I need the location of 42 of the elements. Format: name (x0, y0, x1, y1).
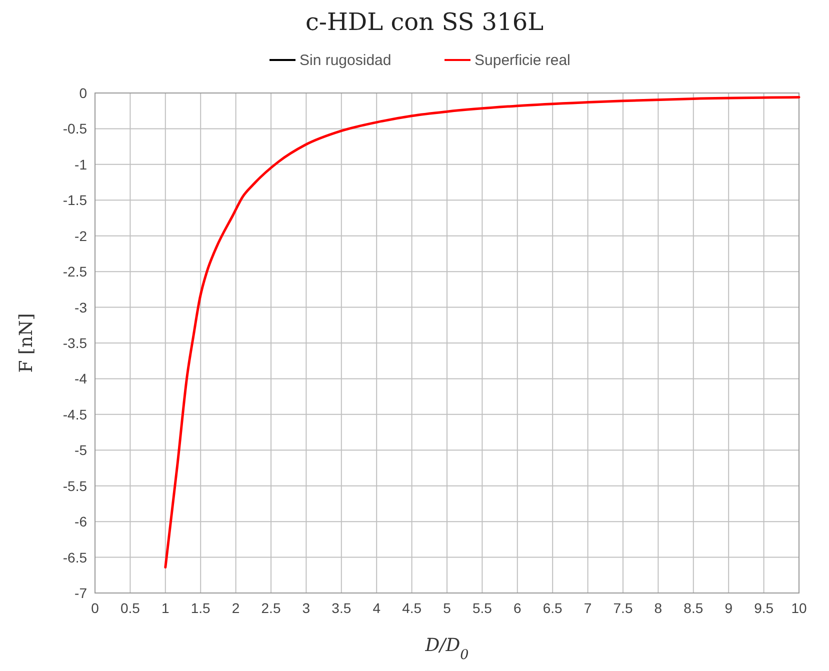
y-tick-label: -3.5 (62, 335, 88, 351)
x-tick-label: 3 (302, 600, 310, 616)
y-tick-label: -5.5 (62, 478, 88, 494)
x-tick-label: 8.5 (684, 600, 704, 616)
y-tick-label: -1 (74, 156, 88, 172)
x-tick-label: 2.5 (261, 600, 281, 616)
y-axis-title: F [nN] (16, 313, 37, 373)
x-tick-label: 4.5 (402, 600, 422, 616)
x-tick-label: 0.5 (120, 600, 140, 616)
x-tick-label: 5.5 (472, 600, 492, 616)
y-tick-label: -2 (74, 228, 88, 244)
y-tick-label: -6 (74, 514, 88, 530)
x-tick-label: 1.5 (190, 600, 211, 616)
y-tick-label: 0 (79, 85, 88, 101)
x-tick-label: 2 (232, 600, 240, 616)
x-tick-label: 8 (654, 600, 662, 616)
y-tick-label: -7 (74, 585, 88, 601)
chart-title: c-HDL con SS 316L (305, 8, 544, 36)
x-tick-label: 7 (584, 600, 592, 616)
x-tick-label: 7.5 (613, 600, 633, 616)
y-tick-label: -6.5 (62, 549, 88, 566)
x-tick-label: 6.5 (542, 600, 563, 616)
x-tick-label: 6 (514, 600, 522, 616)
x-tick-label: 9.5 (754, 600, 774, 616)
y-tick-label: -4.5 (62, 406, 88, 422)
x-axis-title: D/D$_{0}$ (424, 635, 470, 663)
x-tick-label: 4 (372, 600, 381, 616)
y-tick-label: -1.5 (62, 192, 88, 208)
x-tick-label: 1 (162, 600, 170, 616)
line-series (164, 96, 800, 569)
x-tick-label: 0 (91, 600, 100, 616)
y-tick-label: -4 (74, 370, 88, 387)
legend-label: Sin rugosidad (300, 52, 392, 69)
x-tick-label: 9 (724, 600, 733, 616)
y-tick-label: -0.5 (62, 120, 88, 137)
x-tick-label: 10 (791, 600, 807, 616)
y-tick-label: -2.5 (62, 264, 88, 280)
x-tick-label: 3.5 (332, 600, 352, 616)
legend-label: Superficie real (474, 52, 570, 69)
y-tick-label: -5 (74, 442, 88, 458)
x-tick-label: 5 (443, 600, 452, 616)
y-tick-label: -3 (74, 299, 88, 316)
